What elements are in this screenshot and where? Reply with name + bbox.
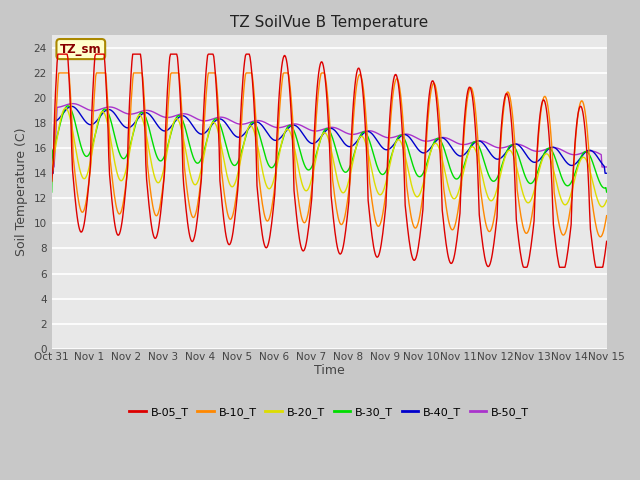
B-20_T bbox=[413, 194, 421, 200]
B-50_T bbox=[116, 108, 124, 113]
B-05_T bbox=[172, 51, 180, 57]
B-20_T bbox=[61, 105, 69, 111]
B-40_T bbox=[68, 104, 76, 109]
B-10_T bbox=[603, 213, 611, 218]
B-10_T bbox=[48, 179, 56, 184]
B-50_T bbox=[68, 101, 76, 107]
B-30_T bbox=[202, 144, 209, 149]
B-05_T bbox=[59, 51, 67, 57]
B-05_T bbox=[54, 51, 61, 57]
B-20_T bbox=[598, 204, 606, 210]
B-05_T bbox=[202, 79, 209, 85]
B-50_T bbox=[603, 164, 611, 170]
B-40_T bbox=[48, 170, 56, 176]
B-05_T bbox=[116, 230, 124, 236]
B-40_T bbox=[172, 118, 180, 123]
B-50_T bbox=[413, 135, 421, 141]
B-50_T bbox=[397, 132, 405, 138]
B-20_T bbox=[58, 112, 65, 118]
B-30_T bbox=[397, 132, 405, 138]
B-05_T bbox=[413, 249, 421, 254]
B-40_T bbox=[413, 146, 421, 152]
B-50_T bbox=[172, 113, 180, 119]
B-50_T bbox=[48, 164, 56, 170]
B-10_T bbox=[116, 211, 124, 217]
B-05_T bbox=[397, 113, 405, 119]
B-10_T bbox=[59, 70, 67, 76]
B-20_T bbox=[48, 164, 56, 170]
B-05_T bbox=[603, 239, 611, 244]
B-30_T bbox=[48, 189, 56, 195]
Line: B-50_T: B-50_T bbox=[52, 104, 607, 167]
B-30_T bbox=[58, 115, 65, 121]
B-30_T bbox=[603, 189, 611, 195]
Line: B-05_T: B-05_T bbox=[52, 54, 607, 267]
B-40_T bbox=[58, 112, 65, 118]
B-10_T bbox=[172, 70, 180, 76]
B-10_T bbox=[596, 234, 604, 240]
B-20_T bbox=[172, 116, 180, 122]
B-40_T bbox=[202, 130, 209, 135]
B-10_T bbox=[56, 70, 63, 76]
X-axis label: Time: Time bbox=[314, 364, 344, 377]
B-20_T bbox=[202, 145, 209, 151]
Line: B-40_T: B-40_T bbox=[52, 107, 607, 173]
Line: B-30_T: B-30_T bbox=[52, 106, 607, 192]
Legend: B-05_T, B-10_T, B-20_T, B-30_T, B-40_T, B-50_T: B-05_T, B-10_T, B-20_T, B-30_T, B-40_T, … bbox=[125, 403, 533, 423]
B-30_T bbox=[413, 173, 421, 179]
B-50_T bbox=[202, 118, 209, 124]
B-05_T bbox=[48, 178, 56, 184]
B-30_T bbox=[172, 116, 180, 121]
B-40_T bbox=[116, 118, 124, 124]
B-40_T bbox=[603, 170, 611, 176]
Text: TZ_sm: TZ_sm bbox=[60, 43, 102, 56]
B-20_T bbox=[603, 197, 611, 203]
Y-axis label: Soil Temperature (C): Soil Temperature (C) bbox=[15, 128, 28, 256]
Line: B-20_T: B-20_T bbox=[52, 108, 607, 207]
B-20_T bbox=[397, 140, 405, 146]
B-20_T bbox=[116, 177, 124, 182]
Line: B-10_T: B-10_T bbox=[52, 73, 607, 237]
B-50_T bbox=[58, 104, 65, 109]
B-05_T bbox=[520, 264, 528, 270]
B-30_T bbox=[64, 103, 72, 109]
B-40_T bbox=[397, 133, 405, 139]
Title: TZ SoilVue B Temperature: TZ SoilVue B Temperature bbox=[230, 15, 428, 30]
B-10_T bbox=[413, 222, 421, 228]
B-10_T bbox=[397, 98, 405, 104]
B-10_T bbox=[202, 104, 209, 110]
B-30_T bbox=[116, 151, 124, 156]
